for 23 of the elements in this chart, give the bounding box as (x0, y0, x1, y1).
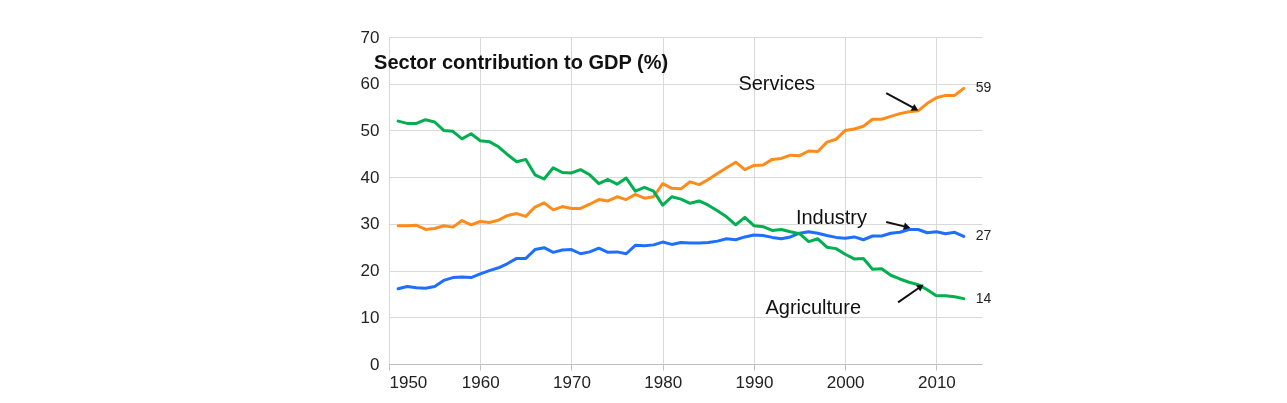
y-tick-label: 30 (360, 214, 380, 234)
line-series (396, 118, 966, 301)
x-tick-label: 1980 (644, 372, 683, 392)
x-tick-label: 1950 (389, 372, 428, 392)
x-tick-label: 1960 (461, 372, 500, 392)
data-label: 59 (975, 79, 992, 96)
y-tick-label: 50 (360, 120, 380, 140)
y-tick-label: 70 (360, 27, 380, 47)
y-tick-label: 40 (360, 167, 380, 187)
x-tick-label: 1970 (553, 372, 591, 392)
y-tick-label: 0 (370, 354, 380, 374)
text: Sector contribution to GDP (%) (374, 51, 669, 73)
series-label: Industry (795, 205, 868, 228)
x-tick-label: 2000 (826, 372, 865, 392)
x-tick-label: 2010 (917, 372, 956, 392)
y-tick-label: 60 (360, 74, 380, 94)
data-label: 14 (975, 289, 992, 306)
y-tick-label: 10 (360, 307, 380, 327)
text: Services (738, 71, 816, 94)
x-tick-label: 1990 (735, 372, 774, 392)
data-label: 27 (975, 227, 992, 244)
y-tick-label: 20 (360, 261, 380, 281)
series-label: Agriculture (765, 295, 862, 318)
